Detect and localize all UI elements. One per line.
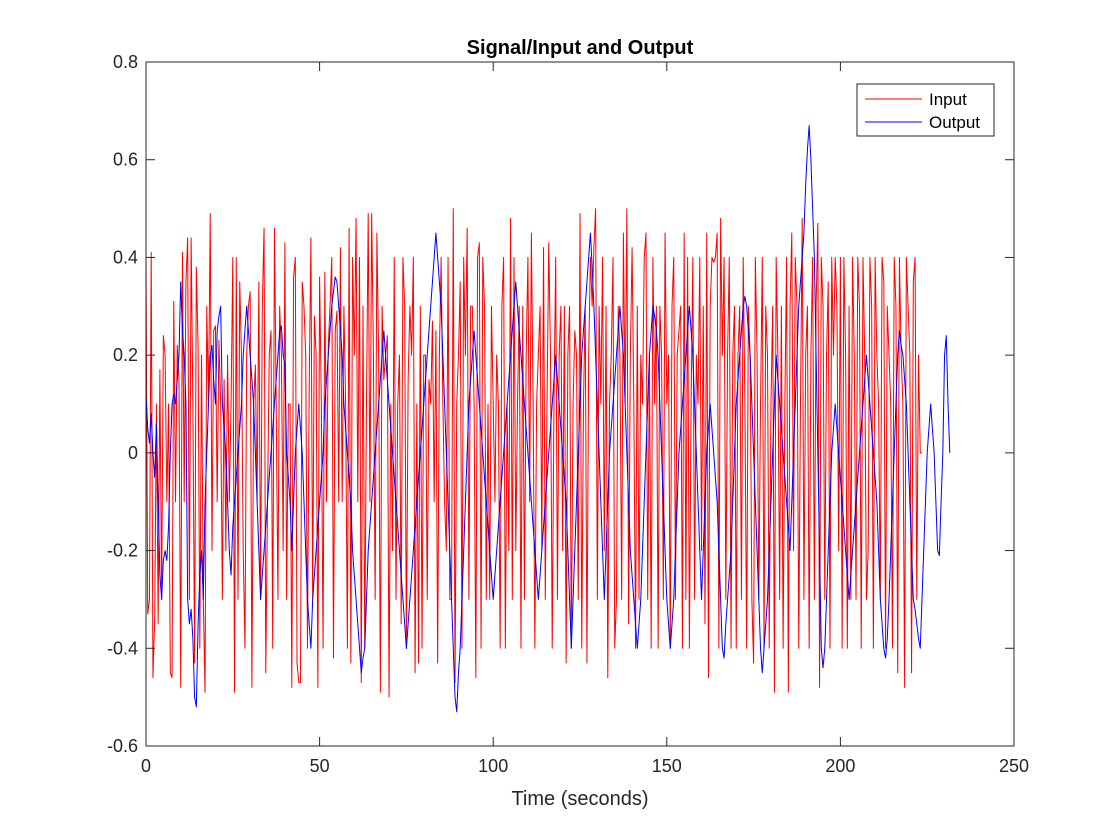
axes-box [145,61,1015,747]
y-tick-label: 0.8 [113,52,138,72]
y-tick-label: -0.2 [107,541,138,561]
y-tick-label: 0.6 [113,150,138,170]
series-line-output [145,125,951,713]
series-layer [145,125,951,713]
x-tick-label: 250 [999,756,1029,776]
x-tick-label: 50 [310,756,330,776]
x-axis-label: Time (seconds) [511,788,648,810]
x-tick-label: 200 [825,756,855,776]
legend-box [856,83,995,137]
x-tick-label: 100 [478,756,508,776]
y-tick-label: 0.2 [113,345,138,365]
y-tick-label: -0.4 [107,638,138,658]
chart-title: Signal/Input and Output [467,37,694,59]
y-tick-label: 0 [128,443,138,463]
legend: Input Output [856,83,995,137]
x-tick-label: 150 [652,756,682,776]
legend-label-output: Output [929,113,980,132]
y-tick-label: -0.6 [107,736,138,756]
ticks-layer: 0 50 100 150 200 250 -0.6 -0.4 -0.2 0 0.2 0.4 0.6 0.8 [107,52,1029,776]
y-tick-label: 0.4 [113,247,138,267]
series-line-input [145,208,922,698]
x-tick-label: 0 [141,756,151,776]
legend-label-input: Input [929,90,967,109]
